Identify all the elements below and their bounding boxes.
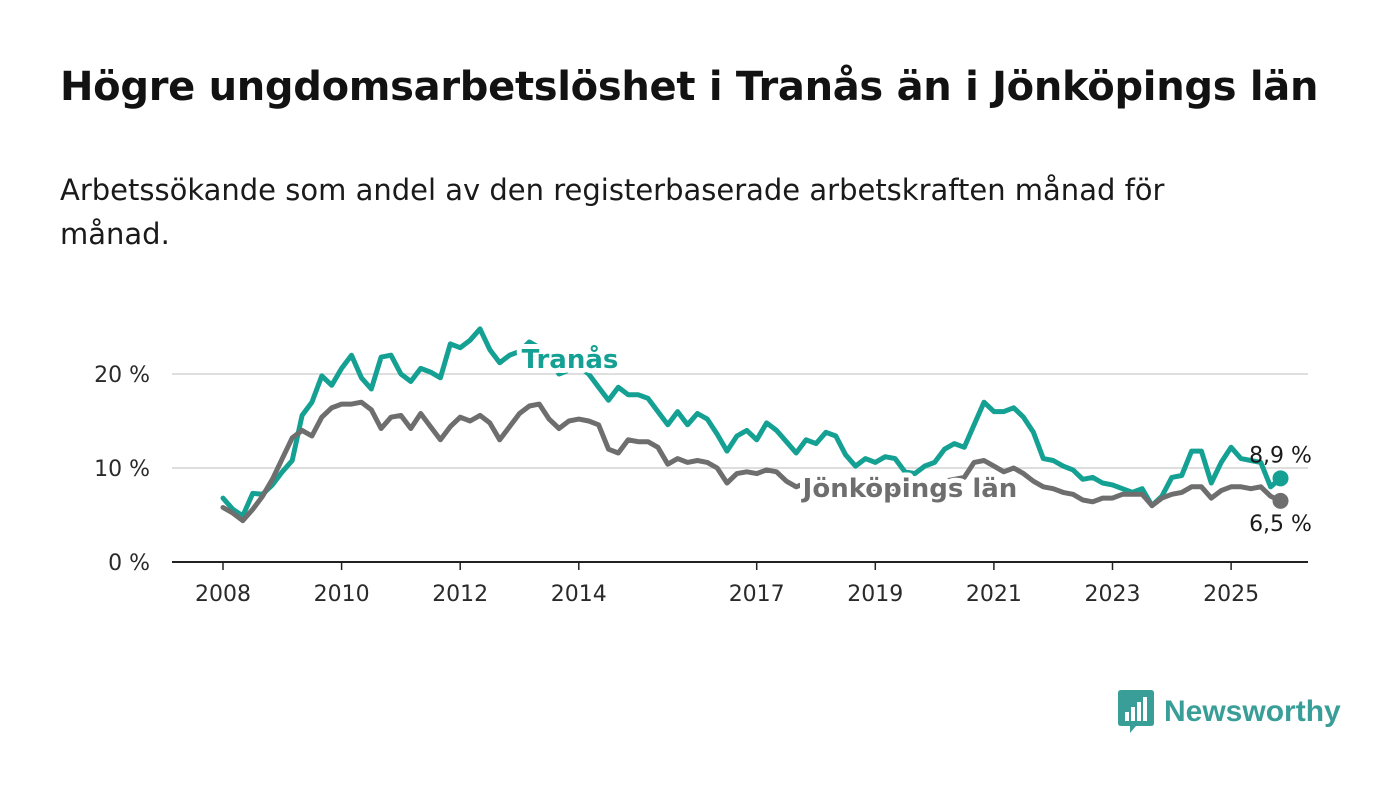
bar-chart-speech-bubble-icon [1118,690,1154,733]
axes: 0 % 10 % 20 % 2008 2010 2012 2014 2017 2019 2021 2… [94,363,1308,607]
series-line-0 [220,326,1283,519]
series-lines [220,326,1289,524]
x-tick-label: 2023 [1085,582,1141,607]
chart-title: Högre ungdomsarbetslöshet i Tranås än i … [60,64,1319,110]
logo-text: Newsworthy [1164,695,1341,728]
gridlines [172,373,1308,469]
series-name-label-1: Jönköpings län [801,474,1018,504]
series-end-dot-0 [1272,470,1289,487]
x-tick-label: 2008 [195,582,251,607]
series-name-halo: Jönköpings län [801,474,1018,504]
series-end-dot-1 [1272,492,1289,509]
series-end-label-1: 6,5 % [1249,512,1312,537]
series-name-halo: Tranås [522,343,619,375]
series-end-label-0: 8,9 % [1249,443,1312,468]
x-tick-label: 2021 [966,582,1022,607]
x-tick-label: 2025 [1203,582,1259,607]
x-tick-label: 2019 [847,582,903,607]
series-line-1 [220,399,1283,524]
y-tick-label: 10 % [94,457,150,482]
newsworthy-logo[interactable]: Newsworthy [1118,690,1341,734]
x-tick-label: 2014 [551,582,607,607]
x-tick-label: 2012 [432,582,488,607]
x-tick-label: 2010 [314,582,370,607]
chart-subtitle: Arbetssökande som andel av den registerb… [60,173,1165,251]
series-name-label-0: Tranås [522,343,619,375]
y-tick-label: 20 % [94,363,150,388]
y-tick-label: 0 % [108,551,150,576]
x-tick-label: 2017 [729,582,785,607]
